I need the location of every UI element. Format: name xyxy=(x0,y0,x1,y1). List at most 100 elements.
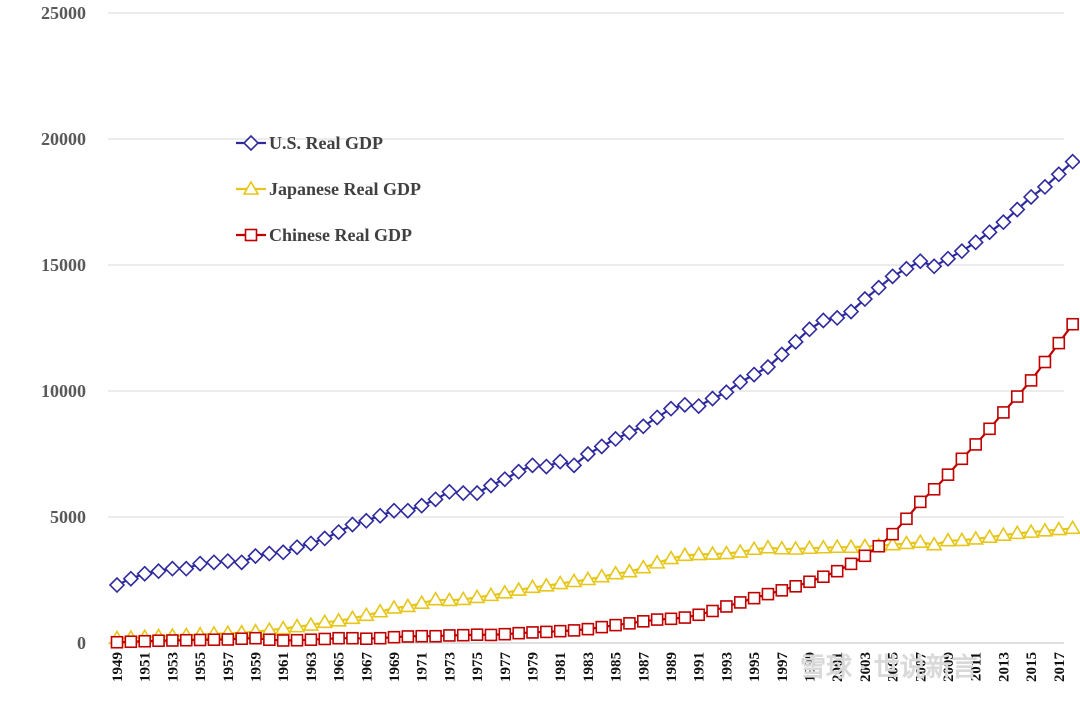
data-point-marker xyxy=(967,234,984,251)
data-point-marker xyxy=(482,477,500,494)
legend-item: Chinese Real GDP xyxy=(236,225,412,245)
data-point-marker xyxy=(152,634,165,648)
legend-item: U.S. Real GDP xyxy=(236,133,383,153)
x-tick-label: 1957 xyxy=(221,652,237,683)
data-point-marker xyxy=(595,620,609,634)
data-point-marker xyxy=(415,629,429,643)
data-point-marker xyxy=(496,471,513,488)
data-point-marker xyxy=(814,539,832,554)
data-point-marker xyxy=(1050,166,1067,183)
data-point-marker xyxy=(205,554,223,571)
data-point-marker xyxy=(413,497,430,514)
data-point-marker xyxy=(1008,524,1026,540)
data-point-marker xyxy=(844,557,858,571)
data-point-marker xyxy=(344,609,361,625)
data-point-marker xyxy=(801,539,818,555)
data-point-marker xyxy=(1009,201,1026,218)
data-point-marker xyxy=(330,523,347,541)
data-point-marker xyxy=(886,527,899,541)
data-point-marker xyxy=(275,544,292,561)
data-point-marker xyxy=(634,559,652,574)
data-point-marker xyxy=(358,512,375,529)
data-point-marker xyxy=(911,533,929,549)
data-point-marker xyxy=(346,631,359,645)
data-point-marker xyxy=(371,603,389,618)
series-lines xyxy=(108,153,1080,649)
data-point-marker xyxy=(925,536,943,551)
data-point-marker xyxy=(441,591,458,607)
data-point-marker xyxy=(567,624,581,637)
data-point-marker xyxy=(939,532,957,547)
data-point-marker xyxy=(981,224,998,241)
legend: U.S. Real GDP Japanese Real GDP Chinese Re… xyxy=(236,133,421,245)
x-tick-label: 2009 xyxy=(941,652,957,682)
data-point-marker xyxy=(138,634,151,648)
x-tick-label: 1993 xyxy=(719,652,735,682)
data-point-marker xyxy=(692,608,706,622)
data-point-marker xyxy=(552,453,569,470)
data-point-marker xyxy=(122,570,139,587)
x-tick-label: 1971 xyxy=(415,652,431,682)
data-point-marker xyxy=(953,243,970,260)
gridlines xyxy=(108,12,1064,644)
x-tick-label: 1973 xyxy=(442,652,458,682)
data-point-marker xyxy=(649,409,666,426)
x-tick-label: 2005 xyxy=(886,652,902,682)
data-point-marker xyxy=(927,482,941,496)
series-line xyxy=(116,527,1073,640)
data-point-marker xyxy=(815,312,832,329)
data-point-marker xyxy=(858,549,872,563)
data-point-marker xyxy=(912,253,929,270)
data-point-marker xyxy=(263,633,276,647)
data-point-marker xyxy=(817,570,830,584)
data-point-marker xyxy=(830,564,844,578)
x-tick-label: 1985 xyxy=(609,652,625,682)
x-tick-label: 1975 xyxy=(470,652,486,682)
data-point-marker xyxy=(179,633,193,647)
data-point-marker xyxy=(731,543,749,558)
data-point-marker xyxy=(650,613,664,626)
data-point-marker xyxy=(995,214,1012,231)
data-point-marker xyxy=(732,374,749,391)
data-point-marker xyxy=(274,620,292,635)
x-tick-label: 1983 xyxy=(581,652,597,682)
x-tick-label: 1979 xyxy=(526,652,542,682)
data-point-marker xyxy=(318,632,332,646)
data-point-marker xyxy=(164,560,181,577)
data-point-marker xyxy=(1024,374,1038,387)
data-point-marker xyxy=(455,484,472,502)
data-point-marker xyxy=(178,560,195,577)
x-tick-label: 2011 xyxy=(969,652,985,681)
data-point-marker xyxy=(664,612,678,626)
data-point-marker xyxy=(690,545,708,561)
data-point-marker xyxy=(108,576,126,594)
data-point-marker xyxy=(997,406,1010,419)
data-point-marker xyxy=(456,628,470,642)
data-point-marker xyxy=(482,586,500,602)
data-point-marker xyxy=(579,570,597,586)
data-point-marker xyxy=(288,618,306,633)
data-point-marker xyxy=(219,552,236,570)
x-tick-label: 1997 xyxy=(775,652,791,683)
data-point-marker xyxy=(662,549,680,565)
data-point-marker xyxy=(995,526,1012,541)
data-point-marker xyxy=(512,626,525,640)
x-tick-label: 1959 xyxy=(249,652,265,682)
data-point-marker xyxy=(898,260,915,277)
data-point-marker xyxy=(441,483,458,500)
data-point-marker xyxy=(579,445,597,463)
data-point-marker xyxy=(332,631,345,645)
data-point-marker xyxy=(136,565,153,582)
data-point-marker xyxy=(828,538,846,554)
data-point-marker xyxy=(276,634,290,647)
data-point-marker xyxy=(706,604,719,618)
series-japanese-real-gdp xyxy=(108,519,1080,645)
x-tick-label: 2017 xyxy=(1052,652,1068,683)
data-point-marker xyxy=(553,624,567,638)
data-point-marker xyxy=(581,622,595,636)
x-tick-label: 2015 xyxy=(1024,652,1040,682)
data-point-marker xyxy=(496,584,514,599)
data-point-marker xyxy=(773,346,790,363)
data-point-marker xyxy=(773,540,791,555)
data-point-marker xyxy=(872,539,886,553)
